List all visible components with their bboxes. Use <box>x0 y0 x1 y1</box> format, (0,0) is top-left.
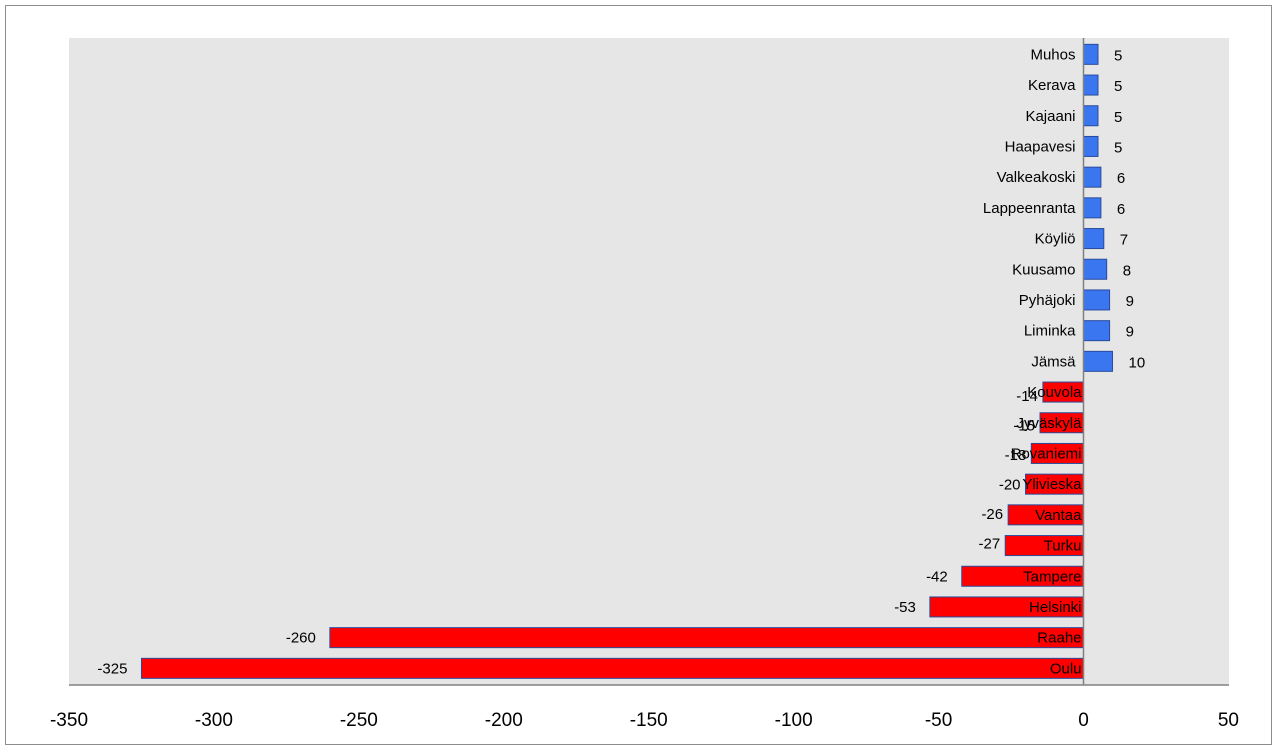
bar-pyhäjoki <box>1083 289 1111 311</box>
value-label: 9 <box>1126 293 1134 310</box>
value-label: 10 <box>1128 354 1145 371</box>
bar-liminka <box>1083 320 1111 342</box>
x-axis-ticks: -350 -300 -250 -200 -150 -100 -50 0 50 <box>50 710 1239 731</box>
bar-valkeakoski <box>1083 166 1102 188</box>
category-label: Liminka <box>1024 323 1076 340</box>
category-label: Tampere <box>1023 568 1081 585</box>
bar-haapavesi <box>1083 135 1099 157</box>
category-label: Vantaa <box>1035 507 1082 524</box>
category-label: Oulu <box>1050 660 1082 677</box>
category-label: Rovaniemi <box>1011 445 1082 462</box>
x-tick-label: 0 <box>1078 710 1089 731</box>
category-label: Haapavesi <box>1005 138 1076 155</box>
value-label: 5 <box>1114 78 1122 95</box>
bar-jämsä <box>1083 350 1113 372</box>
category-label: Valkeakoski <box>997 169 1076 186</box>
category-label: Helsinki <box>1029 599 1082 616</box>
category-label: Köyliö <box>1035 231 1076 248</box>
bar-kerava <box>1083 74 1099 96</box>
x-tick-label: -150 <box>630 710 668 731</box>
value-label: 9 <box>1126 324 1134 341</box>
value-label: -26 <box>981 506 1003 523</box>
bar-raahe <box>329 627 1085 649</box>
value-label: -260 <box>286 630 316 647</box>
value-label: 7 <box>1120 232 1128 249</box>
category-label: Raahe <box>1037 630 1081 647</box>
category-label: Muhos <box>1030 46 1075 63</box>
bar-köyliö <box>1083 228 1105 250</box>
category-label: Kouvola <box>1027 384 1082 401</box>
value-label: -325 <box>97 660 127 677</box>
category-label: Jämsä <box>1031 353 1076 370</box>
value-label: -53 <box>894 599 916 616</box>
value-label: -42 <box>926 568 948 585</box>
category-label: Lappeenranta <box>983 200 1076 217</box>
value-label: 6 <box>1117 170 1125 187</box>
bar-lappeenranta <box>1083 197 1102 219</box>
x-tick-label: -50 <box>925 710 952 731</box>
category-label: Kerava <box>1028 77 1076 94</box>
bars-group: Muhos 5 Kerava 5 Kajaani 5 Haapavesi 5 Valkeakos… <box>97 43 1145 679</box>
value-label: -15 <box>1013 418 1035 435</box>
value-label: -14 <box>1016 388 1038 405</box>
value-label: 5 <box>1114 47 1122 64</box>
x-tick-label: 50 <box>1218 710 1239 731</box>
category-label: Pyhäjoki <box>1019 292 1076 309</box>
value-label: 5 <box>1114 109 1122 126</box>
category-label: Kuusamo <box>1012 261 1075 278</box>
value-label: -20 <box>999 477 1021 494</box>
value-label: 8 <box>1123 262 1131 279</box>
x-tick-label: -100 <box>775 710 813 731</box>
bar-muhos <box>1083 43 1099 65</box>
category-label: Ylivieska <box>1022 476 1082 493</box>
category-label: Turku <box>1044 538 1082 555</box>
x-tick-label: -350 <box>50 710 88 731</box>
value-label: -18 <box>1005 447 1027 464</box>
bar-kuusamo <box>1083 258 1108 280</box>
x-tick-label: -200 <box>485 710 523 731</box>
value-label: 6 <box>1117 201 1125 218</box>
bar-oulu <box>140 657 1084 679</box>
x-tick-label: -300 <box>195 710 233 731</box>
value-label: -27 <box>979 536 1001 553</box>
category-label: Jyväskylä <box>1016 415 1082 432</box>
x-tick-label: -250 <box>340 710 378 731</box>
bar-kajaani <box>1083 105 1099 127</box>
value-label: 5 <box>1114 139 1122 156</box>
category-label: Kajaani <box>1025 108 1075 125</box>
